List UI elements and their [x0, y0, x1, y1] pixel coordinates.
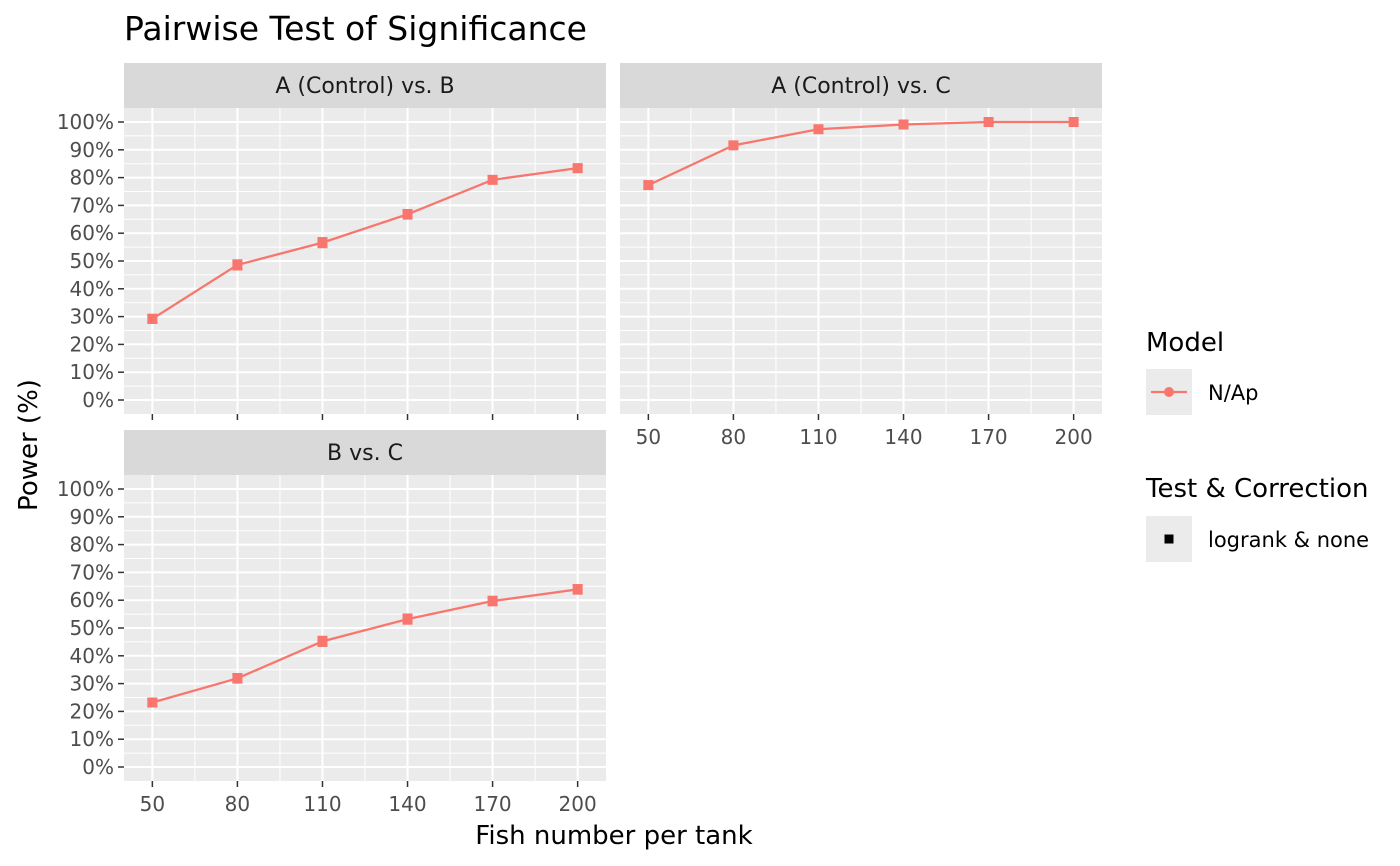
data-point [232, 259, 243, 270]
facet-panel: A (Control) vs. B 0% 10% 20% 30% 40% 50% 60% 70%… [57, 63, 606, 420]
y-tick-label: 70% [70, 560, 114, 584]
x-tick-label: 200 [559, 792, 597, 816]
x-tick-label: 80 [721, 425, 746, 449]
x-tick-label: 170 [969, 425, 1007, 449]
y-tick-label: 10% [70, 360, 114, 384]
x-tick-label: 80 [225, 792, 250, 816]
data-point [983, 117, 994, 127]
series-line [152, 588, 578, 704]
y-tick-label: 80% [70, 166, 114, 190]
y-tick-label: 50% [70, 616, 114, 640]
legend-model-title: Model [1146, 328, 1224, 358]
data-point [402, 209, 413, 220]
x-tick-label: 140 [884, 425, 922, 449]
y-tick-label: 90% [70, 505, 114, 529]
legend-model-label: N/Ap [1208, 381, 1258, 405]
facet-strip-label: A (Control) vs. C [771, 74, 951, 99]
data-point [813, 124, 824, 135]
y-tick-label: 100% [57, 477, 114, 501]
facet-strip [124, 63, 606, 108]
facet-strip-label: B vs. C [327, 441, 403, 466]
y-tick-label: 70% [70, 193, 114, 217]
facet-panel: A (Control) vs. C 50 80 110 140 170 200 [620, 63, 1102, 449]
y-tick-label: 30% [70, 672, 114, 696]
data-point [898, 119, 909, 130]
data-point [317, 636, 328, 647]
y-tick-label: 80% [70, 533, 114, 557]
series-line [151, 167, 578, 320]
legend-test-title: Test & Correction [1145, 474, 1369, 504]
facet-panel: B vs. C 0% 10% 20% 30% 40% 50% 60% 70% 80% 90% 100%… [57, 430, 606, 816]
legend-test-label: logrank & none [1208, 528, 1369, 552]
y-tick-label: 20% [70, 332, 114, 356]
data-point [1068, 117, 1079, 127]
x-tick-label: 50 [636, 425, 661, 449]
data-point [572, 163, 583, 174]
facet-strip [124, 430, 606, 475]
y-tick-label: 0% [82, 755, 114, 779]
data-point [402, 614, 413, 625]
legend-test-square-icon [1164, 534, 1174, 544]
data-point [317, 237, 328, 248]
x-tick-label: 50 [140, 792, 165, 816]
facet-panels: A (Control) vs. B 0% 10% 20% 30% 40% 50% 60% 70%… [57, 63, 1102, 816]
data-point [147, 313, 158, 324]
y-tick-label: 40% [70, 644, 114, 668]
data-point [572, 584, 583, 595]
y-tick-label: 40% [70, 277, 114, 301]
y-tick-label: 0% [82, 388, 114, 412]
y-tick-label: 50% [70, 249, 114, 273]
legend-model-point [1164, 387, 1174, 397]
y-tick-label: 10% [70, 727, 114, 751]
facet-strip [620, 63, 1102, 108]
data-point [487, 174, 498, 185]
x-tick-label: 140 [388, 792, 426, 816]
legend: Model N/Ap Test & Correction logrank & n… [1145, 328, 1369, 562]
y-axis-title: Power (%) [14, 379, 44, 511]
data-point [232, 673, 243, 684]
y-tick-label: 20% [70, 699, 114, 723]
x-tick-label: 110 [799, 425, 837, 449]
y-tick-label: 90% [70, 138, 114, 162]
facet-strip-label: A (Control) vs. B [275, 74, 454, 99]
x-tick-label: 200 [1055, 425, 1093, 449]
data-point [643, 180, 654, 191]
x-axis-title: Fish number per tank [475, 821, 752, 851]
x-tick-label: 170 [473, 792, 511, 816]
series-line [647, 120, 1074, 187]
data-point [728, 140, 739, 151]
chart-title: Pairwise Test of Significance [124, 9, 587, 48]
y-tick-label: 60% [70, 221, 114, 245]
data-point [487, 596, 498, 607]
y-tick-label: 100% [57, 110, 114, 134]
x-tick-label: 110 [303, 792, 341, 816]
y-tick-label: 60% [70, 588, 114, 612]
y-tick-label: 30% [70, 305, 114, 329]
data-point [147, 697, 158, 708]
